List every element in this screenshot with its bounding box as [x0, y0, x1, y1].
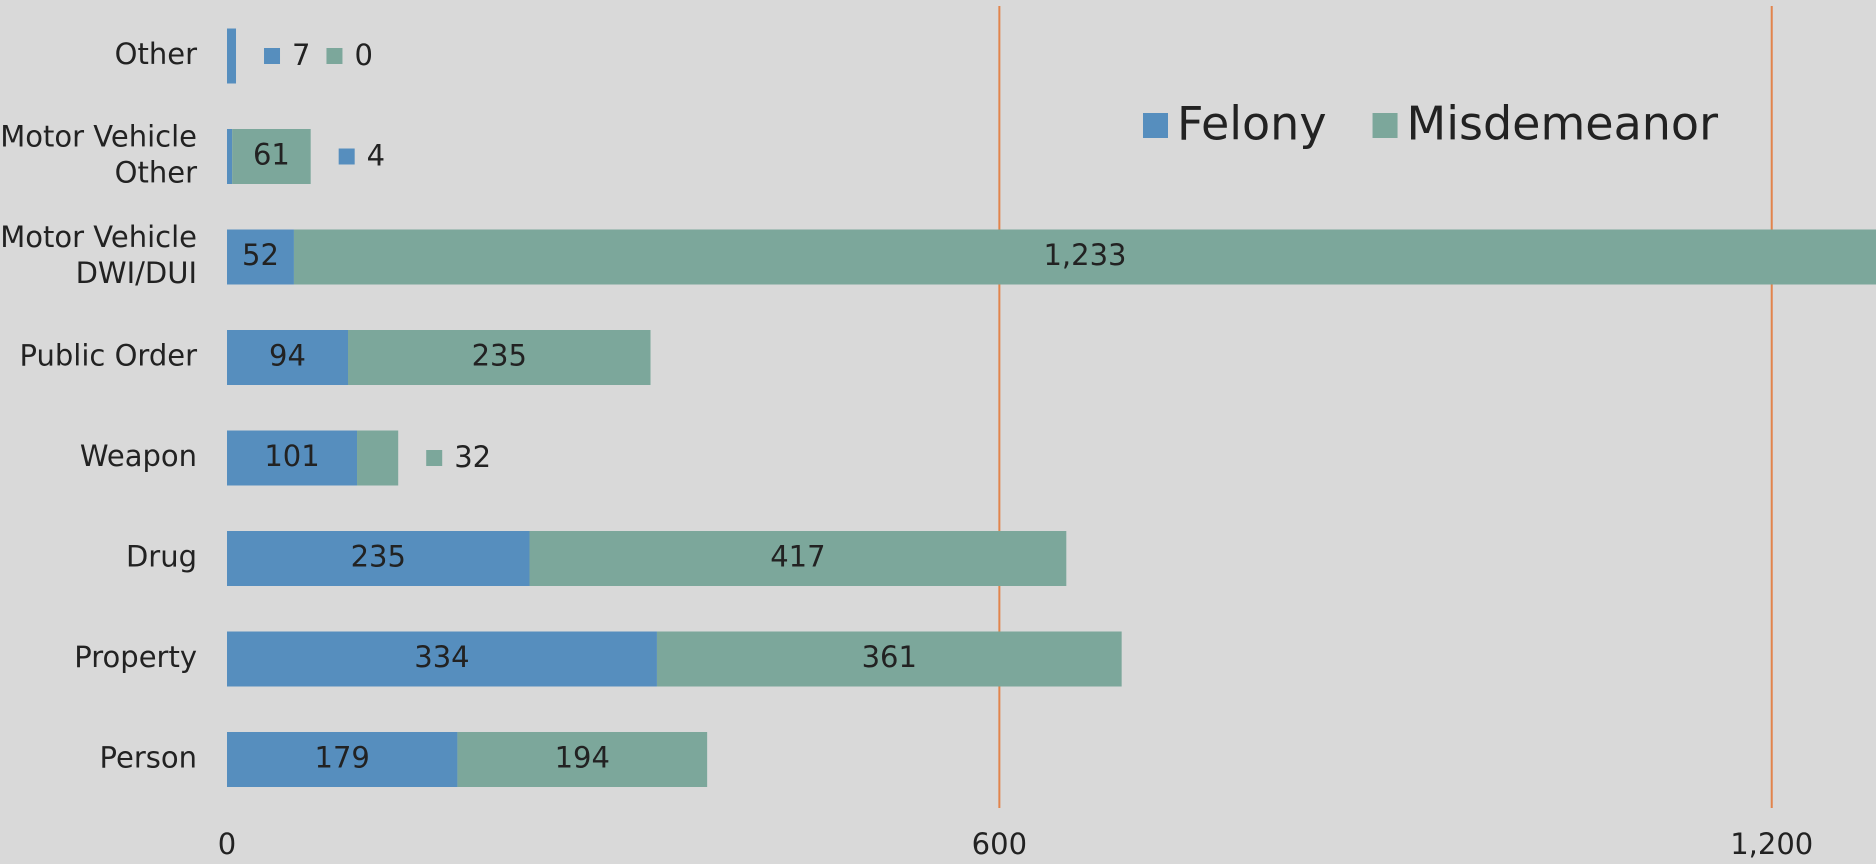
category-label: Public Order	[20, 339, 198, 373]
data-label: 32	[454, 440, 491, 474]
legend-swatch	[1143, 113, 1168, 138]
data-label: 94	[269, 339, 306, 373]
x-tick-label: 600	[972, 827, 1027, 861]
bar-segment	[232, 129, 311, 184]
bar-segment	[227, 631, 657, 687]
bar-segment	[227, 430, 358, 486]
bar-segment	[227, 732, 458, 787]
x-tick-label: 0	[218, 827, 236, 861]
data-label: 1,233	[1043, 238, 1126, 272]
data-label: 7	[292, 38, 310, 72]
legend-label: Felony	[1177, 97, 1327, 151]
bar-segment	[656, 631, 1122, 687]
bar-segment	[293, 229, 1876, 285]
data-label: 4	[367, 139, 385, 173]
label-key	[326, 48, 343, 64]
data-label: 179	[315, 741, 370, 775]
bar-segment	[227, 129, 233, 184]
data-label: 0	[354, 38, 372, 72]
label-key	[426, 450, 443, 466]
category-label: Other	[115, 37, 197, 71]
bar-segment	[357, 430, 399, 486]
x-tick-label: 1,200	[1730, 827, 1813, 861]
legend-swatch	[1372, 113, 1398, 138]
data-label: 101	[264, 439, 319, 473]
label-key	[264, 48, 281, 64]
bar-segment	[529, 531, 1067, 586]
data-label: 61	[253, 138, 290, 172]
data-label: 194	[555, 741, 610, 775]
bar-segment	[348, 330, 651, 385]
plot-area	[227, 28, 1876, 787]
category-label: Person	[100, 741, 197, 775]
bar-segment	[227, 330, 349, 385]
data-label: 235	[472, 339, 527, 373]
category-label: Motor Vehicle DWI/DUI	[0, 220, 197, 290]
label-key	[338, 148, 355, 165]
category-label: Weapon	[80, 439, 197, 473]
legend-label: Misdemeanor	[1407, 97, 1719, 151]
data-label: 235	[351, 540, 406, 574]
bar-segment	[227, 229, 294, 285]
category-label: Property	[74, 640, 197, 674]
bar-segment	[227, 28, 237, 84]
bar-segment	[457, 732, 708, 787]
data-label: 417	[770, 540, 825, 574]
data-label: 52	[242, 238, 279, 272]
category-label: Motor Vehicle Other	[0, 120, 197, 190]
data-label: 334	[414, 640, 469, 674]
bar-segment	[227, 531, 530, 586]
category-label: Drug	[126, 540, 197, 574]
data-label: 361	[862, 640, 917, 674]
